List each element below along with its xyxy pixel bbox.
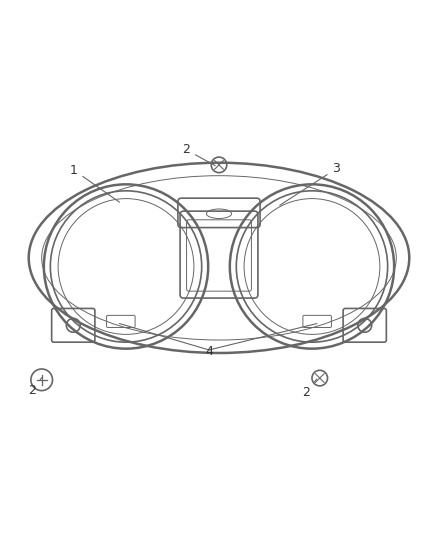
Text: 2: 2: [28, 378, 42, 397]
Text: 2: 2: [182, 143, 215, 166]
Text: 4: 4: [205, 345, 213, 358]
Text: 3: 3: [280, 162, 340, 205]
Text: 2: 2: [302, 379, 317, 399]
Text: 1: 1: [70, 164, 120, 202]
